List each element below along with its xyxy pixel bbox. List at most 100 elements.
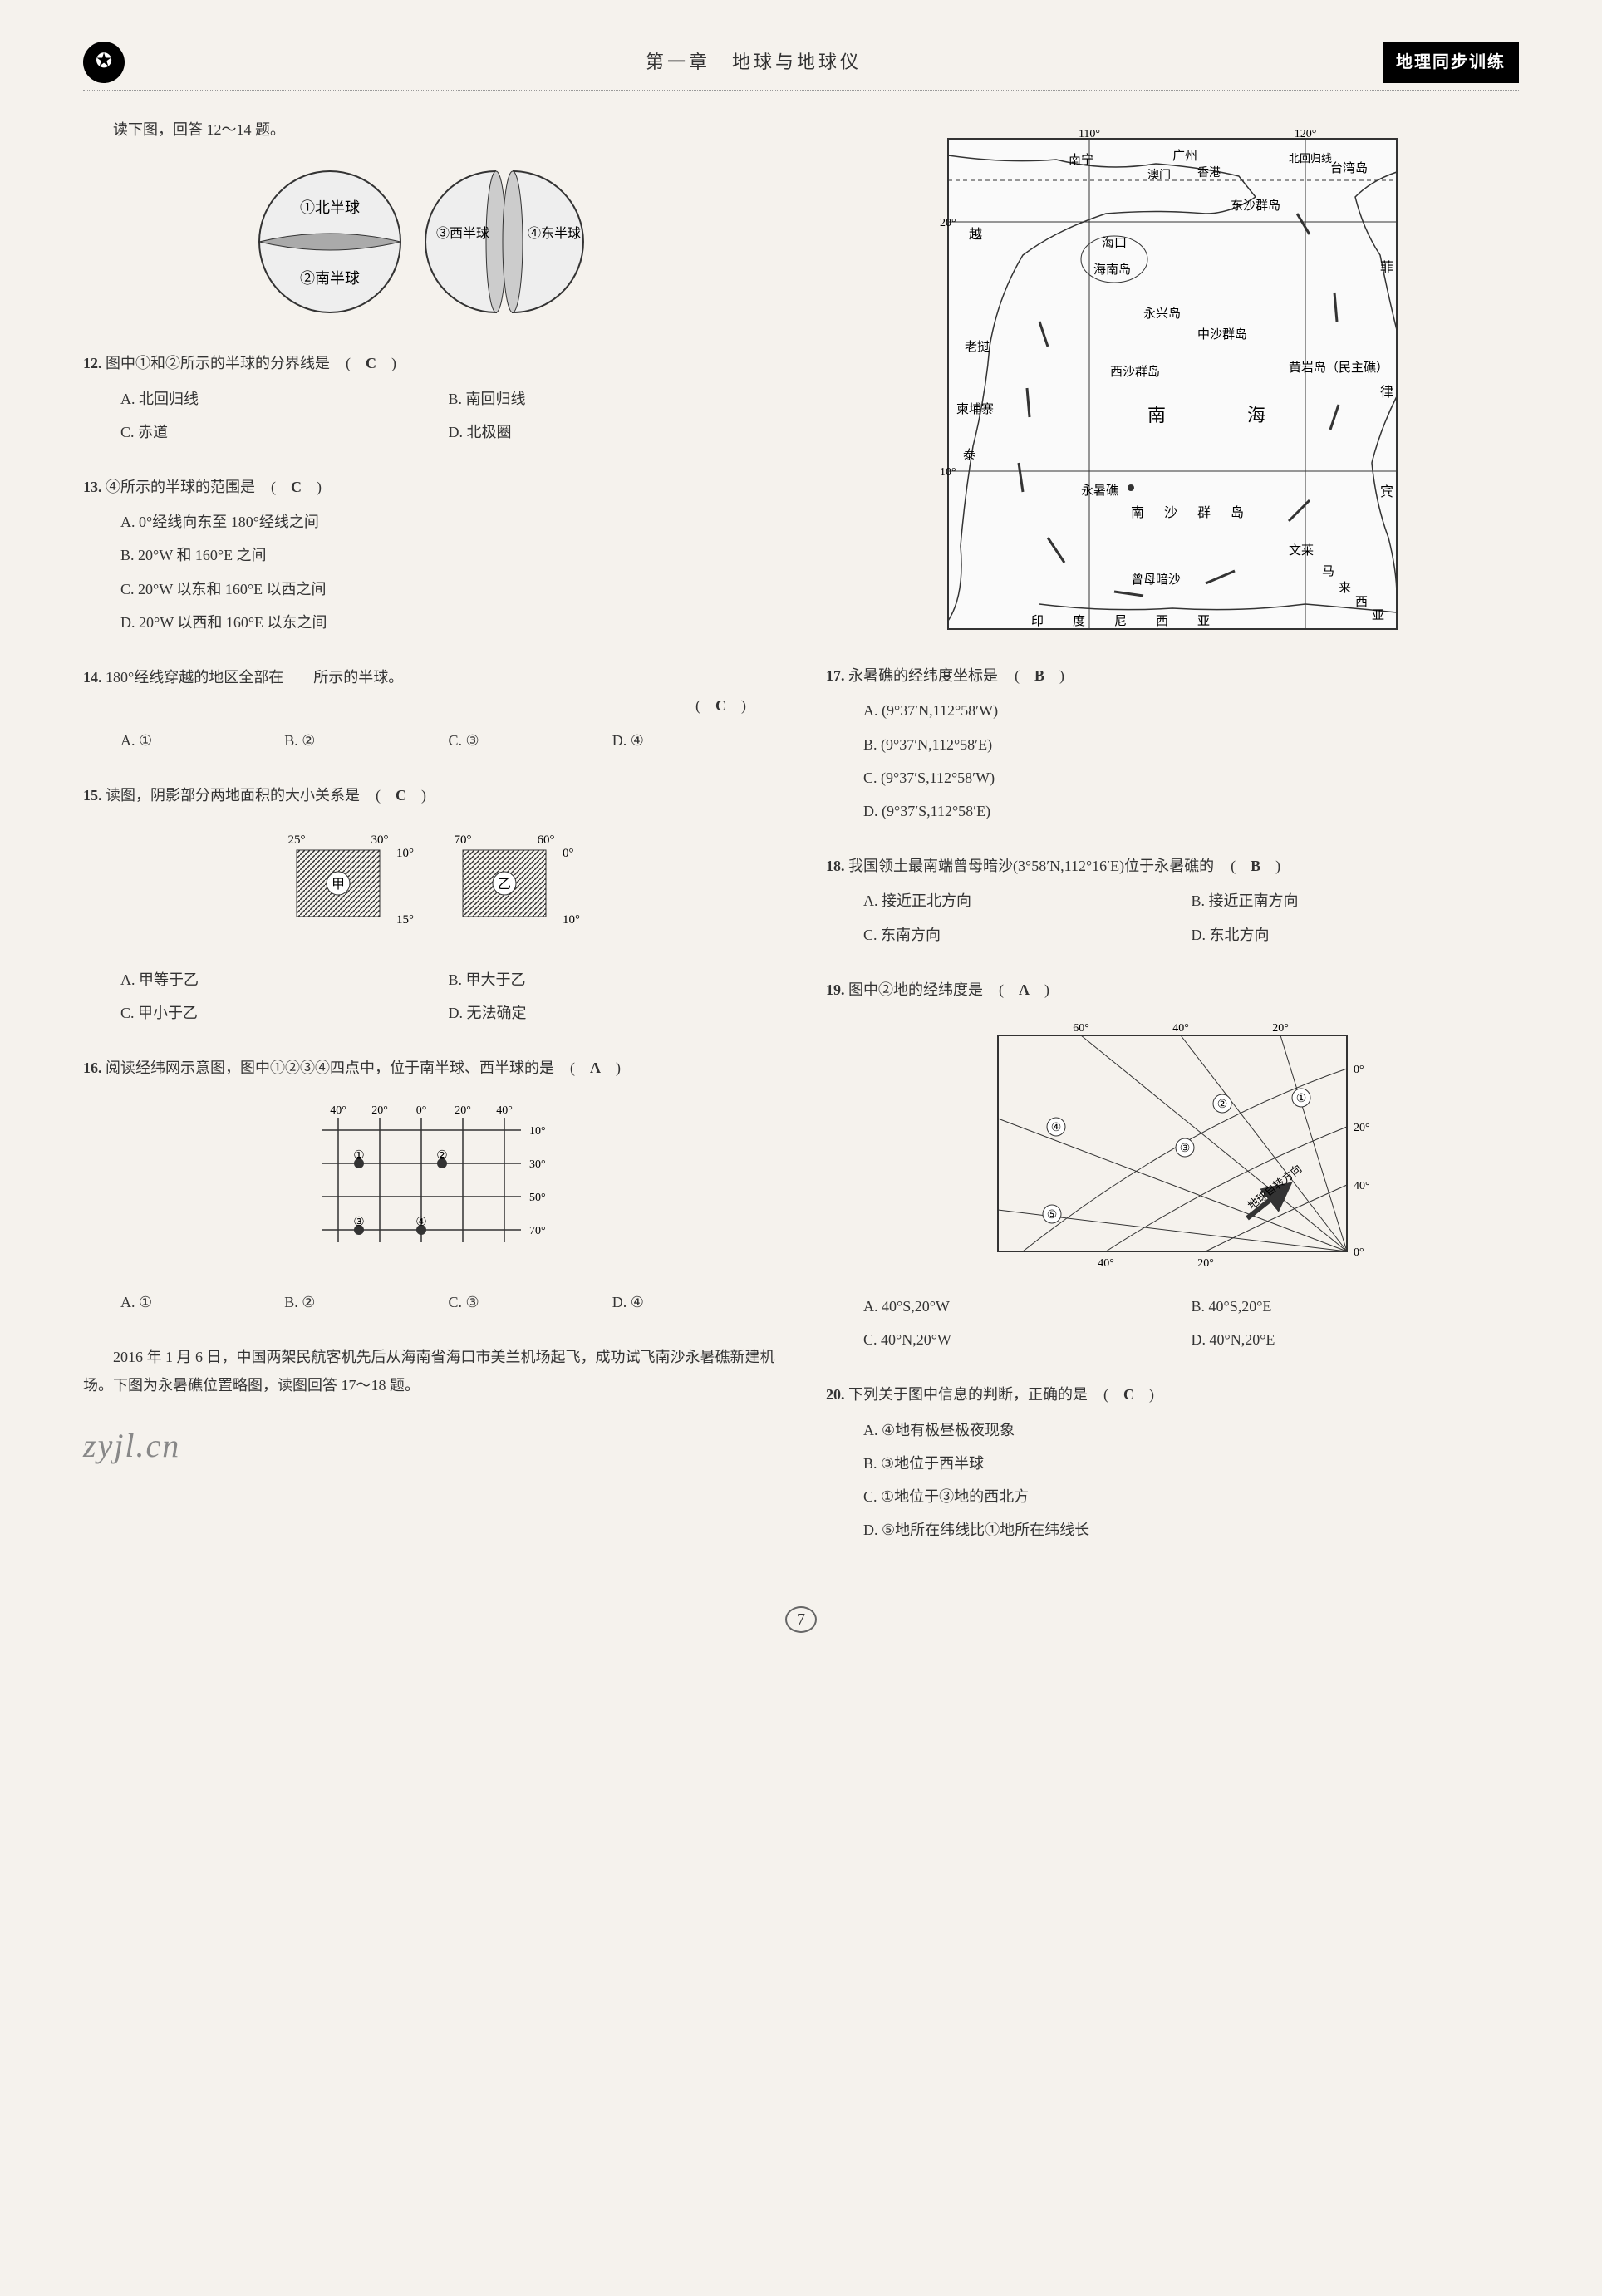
svg-text:30°: 30°	[371, 833, 389, 847]
svg-text:60°: 60°	[538, 833, 555, 847]
q15-stem: 读图，阴影部分两地面积的大小关系是	[106, 787, 360, 804]
svg-text:菲: 菲	[1380, 260, 1393, 275]
svg-text:0°: 0°	[416, 1104, 427, 1117]
figure-q19: 60° 40° 20° 0° 20° 40° 0° 20° 40° ① ② ③ …	[826, 1019, 1519, 1277]
svg-text:西: 西	[1355, 596, 1368, 609]
watermark: zyjl.cn	[83, 1414, 776, 1477]
q17-opt-d: D. (9°37′S,112°58′E)	[863, 797, 1519, 825]
svg-text:西: 西	[1156, 615, 1168, 628]
q14-answer: C	[715, 697, 726, 714]
q17-answer: B	[1034, 667, 1044, 684]
svg-text:律: 律	[1380, 385, 1393, 400]
svg-text:20°: 20°	[371, 1104, 388, 1117]
q12-opt-c: C. 赤道	[120, 418, 449, 446]
svg-text:越: 越	[969, 227, 982, 242]
svg-text:30°: 30°	[529, 1158, 546, 1171]
svg-text:海南岛: 海南岛	[1093, 263, 1131, 277]
svg-text:亚: 亚	[1372, 609, 1384, 622]
svg-text:文莱: 文莱	[1289, 543, 1314, 558]
q18-stem: 我国领土最南端曾母暗沙(3°58′N,112°16′E)位于永暑礁的	[848, 858, 1214, 874]
figure-q15: 25° 30° 10° 15° 甲 70° 60° 0° 10° 乙	[83, 825, 776, 951]
svg-text:②: ②	[1217, 1099, 1228, 1111]
svg-text:10°: 10°	[563, 913, 580, 927]
q15-num: 15.	[83, 787, 102, 804]
svg-text:东沙群岛: 东沙群岛	[1231, 199, 1280, 213]
intro-12-14: 读下图，回答 12～14 题。	[83, 116, 776, 144]
svg-text:50°: 50°	[529, 1192, 546, 1204]
q12-answer: C	[366, 355, 376, 371]
q19-opt-b: B. 40°S,20°E	[1192, 1292, 1520, 1320]
q13-opt-c: C. 20°W 以东和 160°E 以西之间	[120, 575, 776, 603]
label-south: ②南半球	[300, 270, 360, 287]
left-column: 读下图，回答 12～14 题。 ①北半球 ②南半球 ③西半球 ④东半球 12. …	[83, 116, 776, 1571]
figure-south-china-sea-map: 110° 120° 20° 10° 南宁 广州 澳门 香港 台湾岛 北回归线 海…	[826, 130, 1519, 647]
q17-opt-b: B. (9°37′N,112°58′E)	[863, 730, 1519, 759]
svg-text:中沙群岛: 中沙群岛	[1197, 327, 1247, 342]
q13-opt-b: B. 20°W 和 160°E 之间	[120, 541, 776, 569]
svg-text:①: ①	[1296, 1093, 1307, 1105]
q20-opt-a: A. ④地有极昼极夜现象	[863, 1416, 1519, 1444]
intro-17-18: 2016 年 1 月 6 日，中国两架民航客机先后从海南省海口市美兰机场起飞，成…	[83, 1343, 776, 1399]
q18-opt-d: D. 东北方向	[1192, 921, 1520, 949]
q12-opt-b: B. 南回归线	[449, 385, 777, 413]
svg-text:③: ③	[1180, 1143, 1191, 1155]
question-15: 15. 读图，阴影部分两地面积的大小关系是( C ) 25° 30° 10° 1…	[83, 781, 776, 1032]
q16-stem: 阅读经纬网示意图，图中①②③④四点中，位于南半球、西半球的是	[106, 1060, 554, 1076]
q20-opt-b: B. ③地位于西半球	[863, 1449, 1519, 1477]
q18-num: 18.	[826, 858, 845, 874]
svg-text:40°: 40°	[330, 1104, 346, 1117]
q19-num: 19.	[826, 981, 845, 998]
svg-text:40°: 40°	[496, 1104, 513, 1117]
svg-text:20°: 20°	[1272, 1022, 1289, 1035]
svg-text:台湾岛: 台湾岛	[1330, 161, 1368, 175]
q17-stem: 永暑礁的经纬度坐标是	[848, 667, 998, 684]
q14-opt-d: D. ④	[612, 726, 776, 755]
q20-opt-d: D. ⑤地所在纬线比①地所在纬线长	[863, 1516, 1519, 1544]
main-columns: 读下图，回答 12～14 题。 ①北半球 ②南半球 ③西半球 ④东半球 12. …	[83, 116, 1519, 1571]
chapter-title: 第一章 地球与地球仪	[646, 45, 862, 80]
svg-text:老挝: 老挝	[965, 340, 990, 354]
svg-text:70°: 70°	[455, 833, 472, 847]
q18-opt-b: B. 接近正南方向	[1192, 887, 1520, 915]
q12-opt-d: D. 北极圈	[449, 418, 777, 446]
svg-text:10°: 10°	[940, 466, 956, 479]
svg-text:永兴岛: 永兴岛	[1143, 307, 1181, 321]
svg-text:60°: 60°	[1073, 1022, 1089, 1035]
question-14: 14. 180°经线穿越的地区全部在 所示的半球。 ( C ) A. ①B. ②…	[83, 663, 776, 760]
svg-text:马: 马	[1322, 564, 1334, 578]
q12-num: 12.	[83, 355, 102, 371]
svg-text:④: ④	[1051, 1122, 1062, 1134]
q14-stem: 180°经线穿越的地区全部在 所示的半球。	[106, 669, 403, 686]
svg-text:40°: 40°	[1098, 1257, 1114, 1268]
svg-text:永暑礁: 永暑礁	[1081, 484, 1118, 498]
svg-text:20°: 20°	[1354, 1122, 1370, 1134]
q20-stem: 下列关于图中信息的判断，正确的是	[848, 1386, 1088, 1403]
q20-num: 20.	[826, 1386, 845, 1403]
label-north: ①北半球	[300, 199, 360, 216]
svg-text:澳门: 澳门	[1147, 169, 1171, 182]
question-12: 12. 图中①和②所示的半球的分界线是( C ) A. 北回归线B. 南回归线 …	[83, 349, 776, 451]
q12-stem: 图中①和②所示的半球的分界线是	[106, 355, 330, 371]
series-badge: 地理同步训练	[1383, 42, 1519, 83]
svg-text:南 沙 群 岛: 南 沙 群 岛	[1131, 505, 1252, 520]
svg-text:20°: 20°	[940, 217, 956, 229]
svg-text:来: 来	[1339, 581, 1351, 595]
svg-text:0°: 0°	[1354, 1246, 1364, 1259]
svg-text:25°: 25°	[288, 833, 306, 847]
q18-opt-a: A. 接近正北方向	[863, 887, 1192, 915]
q19-opt-d: D. 40°N,20°E	[1192, 1325, 1520, 1354]
q13-opt-a: A. 0°经线向东至 180°经线之间	[120, 508, 776, 536]
question-16: 16. 阅读经纬网示意图，图中①②③④四点中，位于南半球、西半球的是( A ) …	[83, 1054, 776, 1321]
svg-text:40°: 40°	[1354, 1180, 1370, 1192]
q16-opt-b: B. ②	[284, 1288, 448, 1316]
q13-stem: ④所示的半球的范围是	[106, 479, 255, 495]
question-18: 18. 我国领土最南端曾母暗沙(3°58′N,112°16′E)位于永暑礁的( …	[826, 852, 1519, 954]
svg-text:南 海: 南 海	[1147, 405, 1280, 425]
q13-answer: C	[291, 479, 302, 495]
svg-text:柬埔寨: 柬埔寨	[956, 401, 994, 416]
svg-text:亚: 亚	[1197, 615, 1210, 628]
q20-answer: C	[1123, 1386, 1134, 1403]
q13-num: 13.	[83, 479, 102, 495]
svg-text:宾: 宾	[1380, 484, 1393, 499]
question-19: 19. 图中②地的经纬度是( A )	[826, 976, 1519, 1359]
